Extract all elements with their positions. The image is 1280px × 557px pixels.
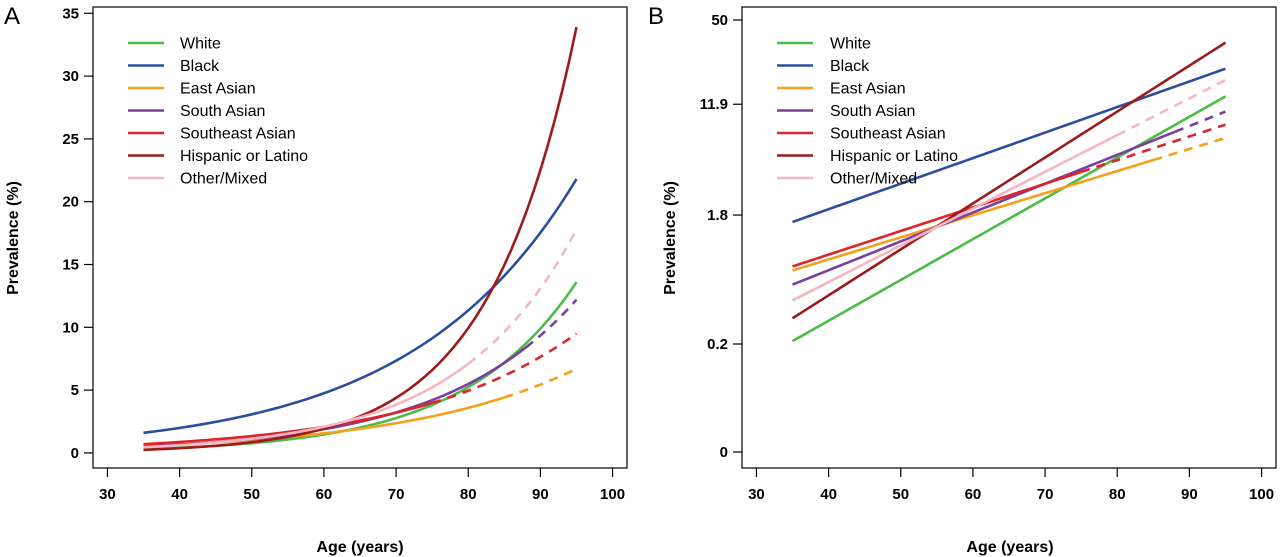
y-tick-label: 20 — [62, 194, 79, 211]
panel-b-legend: White Black East Asian South Asian Southeast… — [777, 36, 958, 188]
panel-a-y-ticks: 0 5 10 15 20 25 30 35 — [62, 5, 93, 462]
y-tick-label: 0.2 — [707, 336, 728, 353]
series-line-dashed-southeast-asian — [431, 332, 578, 405]
panel-b-y-axis-title: Prevalence (%) — [662, 181, 679, 295]
x-tick-label: 90 — [1181, 486, 1198, 503]
legend-label-black: Black — [830, 58, 870, 75]
legend-label-white: White — [830, 36, 871, 53]
series-line-dashed-other-mixed — [1116, 78, 1227, 137]
legend-label-east-asian: East Asian — [830, 81, 906, 98]
panel-b: B 30 40 50 60 70 80 90 100 0 0.2 1.8 11.9 50 White B… — [648, 3, 1277, 556]
panel-a-letter: A — [4, 3, 20, 30]
x-tick-label: 40 — [820, 486, 837, 503]
series-line-dashed-east-asian — [1152, 136, 1226, 162]
y-tick-label: 10 — [62, 319, 79, 336]
panel-a-x-axis-title: Age (years) — [316, 539, 403, 556]
panel-b-x-ticks: 30 40 50 60 70 80 90 100 — [748, 468, 1274, 503]
series-line-dashed-other-mixed — [467, 228, 578, 365]
legend-label-hispanic-or-latino: Hispanic or Latino — [180, 148, 308, 165]
x-tick-label: 90 — [532, 486, 549, 503]
x-tick-label: 40 — [171, 486, 188, 503]
legend-label-east-asian: East Asian — [180, 81, 256, 98]
y-tick-label: 30 — [62, 68, 79, 85]
legend-label-south-asian: South Asian — [830, 103, 915, 120]
y-tick-label: 50 — [711, 12, 728, 29]
legend-label-white: White — [180, 36, 221, 53]
series-line-southeast-asian — [792, 170, 1082, 268]
legend-label-hispanic-or-latino: Hispanic or Latino — [830, 148, 958, 165]
series-line-east-asian — [792, 158, 1154, 272]
panel-a-x-ticks: 30 40 50 60 70 80 90 100 — [99, 468, 625, 503]
x-tick-label: 50 — [892, 486, 909, 503]
x-tick-label: 80 — [460, 486, 477, 503]
y-tick-label: 35 — [62, 5, 79, 22]
y-tick-label: 11.9 — [700, 96, 728, 113]
x-tick-label: 100 — [1249, 486, 1274, 503]
series-line-other-mixed — [143, 362, 470, 449]
x-tick-label: 100 — [600, 486, 625, 503]
series-line-southeast-asian — [143, 401, 433, 446]
series-line-white — [791, 95, 1227, 343]
legend-label-black: Black — [180, 58, 220, 75]
series-line-other-mixed — [791, 133, 1118, 302]
panel-a-curves — [143, 26, 578, 452]
y-tick-label: 0 — [71, 445, 79, 462]
y-tick-label: 15 — [62, 257, 79, 274]
series-line-dashed-east-asian — [503, 367, 578, 399]
panel-b-letter: B — [648, 3, 664, 30]
x-tick-label: 60 — [316, 486, 333, 503]
panel-b-curves — [791, 41, 1227, 343]
legend-label-other-mixed: Other/Mixed — [180, 171, 267, 188]
series-line-hispanic-or-latino — [791, 41, 1227, 320]
legend-label-south-asian: South Asian — [180, 103, 265, 120]
series-line-black — [143, 178, 578, 435]
y-tick-label: 5 — [71, 382, 79, 399]
panel-a-legend: White Black East Asian South Asian Southeast… — [128, 36, 308, 188]
y-tick-label: 0 — [720, 444, 728, 461]
series-line-east-asian — [143, 396, 505, 448]
y-tick-label: 1.8 — [707, 207, 728, 224]
legend-label-southeast-asian: Southeast Asian — [830, 126, 946, 143]
series-line-dashed-southeast-asian — [1080, 123, 1226, 174]
panel-b-frame — [741, 6, 1277, 469]
x-tick-label: 50 — [243, 486, 260, 503]
x-tick-label: 70 — [388, 486, 405, 503]
x-tick-label: 60 — [965, 486, 982, 503]
series-line-south-asian — [792, 130, 1176, 286]
series-line-black — [792, 67, 1226, 224]
x-tick-label: 70 — [1037, 486, 1054, 503]
x-tick-label: 80 — [1109, 486, 1126, 503]
x-tick-label: 30 — [99, 486, 116, 503]
y-tick-label: 25 — [62, 131, 79, 148]
series-line-dashed-south-asian — [525, 298, 578, 349]
legend-label-southeast-asian: Southeast Asian — [180, 126, 296, 143]
panel-b-x-axis-title: Age (years) — [966, 539, 1053, 556]
x-tick-label: 30 — [748, 486, 765, 503]
panel-a: A 30 40 50 60 70 80 90 100 0 5 10 15 20 25 30 35 White… — [4, 3, 628, 556]
panel-a-frame — [92, 6, 628, 469]
panel-a-y-axis-title: Prevalence (%) — [5, 181, 22, 295]
panel-b-y-ticks: 0 0.2 1.8 11.9 50 — [700, 12, 742, 461]
legend-label-other-mixed: Other/Mixed — [830, 171, 917, 188]
